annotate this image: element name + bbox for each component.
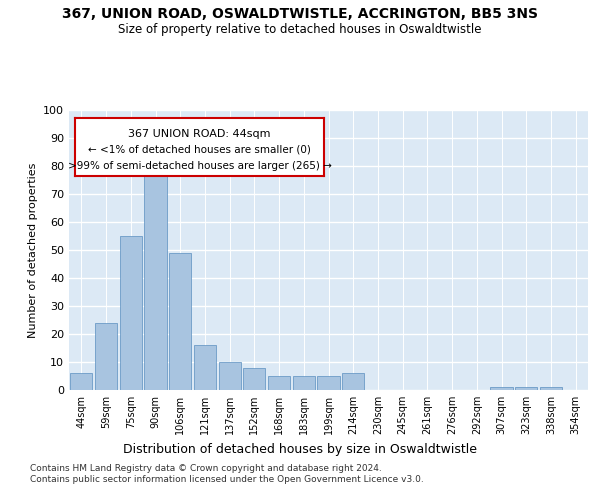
Bar <box>268 376 290 390</box>
Bar <box>95 323 117 390</box>
Bar <box>490 387 512 390</box>
Bar <box>218 362 241 390</box>
Bar <box>515 387 538 390</box>
Text: Contains public sector information licensed under the Open Government Licence v3: Contains public sector information licen… <box>30 475 424 484</box>
Bar <box>317 376 340 390</box>
Bar <box>342 373 364 390</box>
Bar <box>293 376 315 390</box>
Y-axis label: Number of detached properties: Number of detached properties <box>28 162 38 338</box>
Bar <box>243 368 265 390</box>
Bar <box>119 236 142 390</box>
Text: Contains HM Land Registry data © Crown copyright and database right 2024.: Contains HM Land Registry data © Crown c… <box>30 464 382 473</box>
Bar <box>540 387 562 390</box>
Text: Distribution of detached houses by size in Oswaldtwistle: Distribution of detached houses by size … <box>123 442 477 456</box>
Text: 367, UNION ROAD, OSWALDTWISTLE, ACCRINGTON, BB5 3NS: 367, UNION ROAD, OSWALDTWISTLE, ACCRINGT… <box>62 8 538 22</box>
Bar <box>145 172 167 390</box>
Text: >99% of semi-detached houses are larger (265) →: >99% of semi-detached houses are larger … <box>68 161 331 171</box>
Bar <box>169 253 191 390</box>
Text: 367 UNION ROAD: 44sqm: 367 UNION ROAD: 44sqm <box>128 128 271 138</box>
Bar <box>70 373 92 390</box>
Text: Size of property relative to detached houses in Oswaldtwistle: Size of property relative to detached ho… <box>118 22 482 36</box>
Bar <box>194 345 216 390</box>
Text: ← <1% of detached houses are smaller (0): ← <1% of detached houses are smaller (0) <box>88 144 311 154</box>
